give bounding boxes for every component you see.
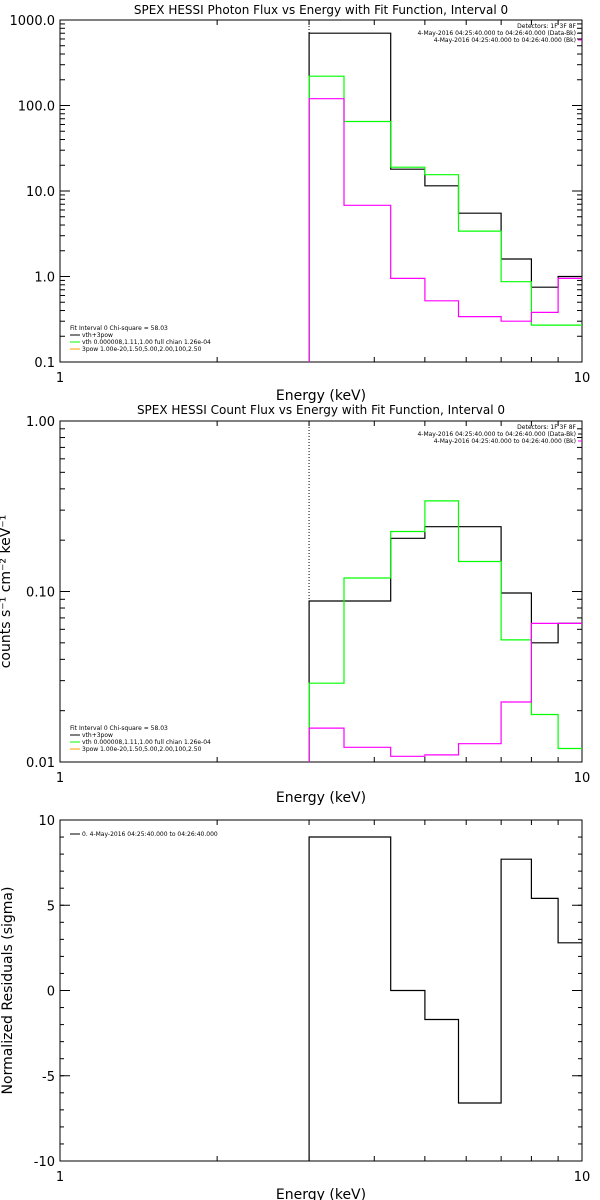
y-axis-label: Normalized Residuals (sigma) bbox=[0, 887, 16, 1095]
y-tick-label: 0 bbox=[47, 985, 55, 1000]
x-tick-label: 10 bbox=[574, 371, 591, 386]
legend-line: 3pow 1.00e-20,1.50,5.00,2.00,100,2.50 bbox=[82, 746, 202, 753]
residuals-panel: 1 10 -10 -5 0 5 10 Energy (keV) Normalized Resid… bbox=[0, 814, 590, 1200]
plot-frame bbox=[59, 819, 583, 1162]
plot-area bbox=[308, 20, 582, 362]
x-tick-label: 10 bbox=[574, 771, 591, 786]
legend-line: vth+3pow bbox=[82, 332, 113, 339]
photon-flux-panel: SPEX HESSI Photon Flux vs Energy with Fi… bbox=[10, 3, 591, 404]
plot-frame bbox=[59, 19, 583, 363]
y-axis-label: counts s⁻¹ cm⁻² keV⁻¹ bbox=[0, 515, 14, 669]
legend-line: 0. 4-May-2016 04:25:40.000 to 04:26:40.0… bbox=[82, 831, 218, 838]
series-green-line bbox=[308, 75, 582, 362]
series-magenta-line bbox=[308, 622, 582, 762]
legend-line: Fit Interval 0 Chi-square = 58.03 bbox=[70, 725, 168, 732]
x-tick-label: 1 bbox=[56, 371, 64, 386]
x-axis-label: Energy (keV) bbox=[276, 388, 366, 404]
y-tick-label: 1.00 bbox=[26, 415, 55, 430]
plot-area bbox=[308, 421, 582, 762]
series-green-line bbox=[308, 500, 582, 762]
y-tick-label: 1.0 bbox=[34, 271, 55, 286]
series-black-line bbox=[308, 836, 582, 1161]
y-tick-label: 0.01 bbox=[26, 756, 55, 771]
chart-title: SPEX HESSI Photon Flux vs Energy with Fi… bbox=[134, 3, 508, 17]
info-line: Detectors: 1F 3F 8F bbox=[517, 424, 576, 431]
info-line: 4-May-2016 04:25:40.000 to 04:26:40.000 … bbox=[434, 37, 576, 44]
info-line: 4-May-2016 04:25:40.000 to 04:26:40.000 … bbox=[417, 30, 576, 37]
y-tick-label: 10.0 bbox=[26, 185, 55, 200]
legend-line: vth+3pow bbox=[82, 732, 113, 739]
y-tick-label: 0.10 bbox=[26, 586, 55, 601]
series-magenta-line bbox=[308, 98, 582, 362]
plot-frame bbox=[59, 420, 583, 763]
legend-line: vth 0.000008,1.11,1.00 full chian 1.26e-… bbox=[82, 739, 211, 746]
y-tick-label: 1000.0 bbox=[10, 14, 56, 29]
series-black-line bbox=[308, 526, 582, 762]
legend-line: Fit Interval 0 Chi-square = 58.03 bbox=[70, 325, 168, 332]
info-line: 4-May-2016 04:25:40.000 to 04:26:40.000 … bbox=[434, 438, 576, 445]
y-tick-label: 5 bbox=[47, 899, 55, 914]
y-tick-label: 10 bbox=[38, 814, 55, 829]
count-flux-panel: SPEX HESSI Count Flux vs Energy with Fit… bbox=[0, 403, 590, 806]
x-tick-label: 1 bbox=[56, 771, 64, 786]
x-tick-label: 10 bbox=[574, 1170, 591, 1185]
x-tick-label: 1 bbox=[56, 1170, 64, 1185]
y-tick-label: -10 bbox=[34, 1155, 55, 1170]
y-tick-label: 100.0 bbox=[18, 100, 55, 115]
x-axis-label: Energy (keV) bbox=[276, 1187, 366, 1200]
x-axis-label: Energy (keV) bbox=[276, 790, 366, 806]
y-tick-label: 0.1 bbox=[34, 356, 55, 371]
plot-area bbox=[308, 836, 582, 1161]
legend-line: vth 0.000008,1.11,1.00 full chian 1.26e-… bbox=[82, 339, 211, 346]
y-tick-label: -5 bbox=[42, 1070, 55, 1085]
info-line: 4-May-2016 04:25:40.000 to 04:26:40.000 … bbox=[417, 431, 576, 438]
chart-title: SPEX HESSI Count Flux vs Energy with Fit… bbox=[137, 403, 505, 417]
info-line: Detectors: 1F 3F 8F bbox=[517, 23, 576, 30]
legend-line: 3pow 1.00e-20,1.50,5.00,2.00,100,2.50 bbox=[82, 346, 202, 353]
